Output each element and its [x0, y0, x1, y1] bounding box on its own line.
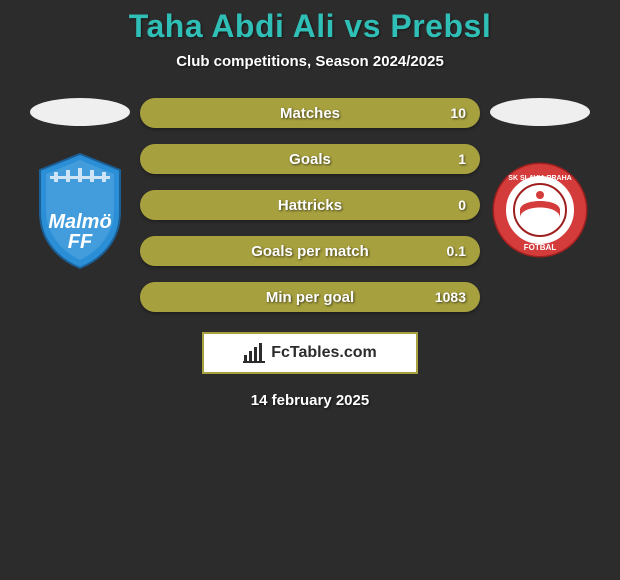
subtitle: Club competitions, Season 2024/2025	[176, 53, 444, 70]
player-oval-right	[490, 98, 590, 126]
stat-value-right: 0	[458, 197, 466, 213]
stat-value-right: 1	[458, 151, 466, 167]
svg-text:Malmö: Malmö	[48, 211, 111, 233]
right-column: SK SLAVIA PRAHA FOTBAL	[480, 98, 600, 270]
svg-text:SK SLAVIA PRAHA: SK SLAVIA PRAHA	[508, 175, 571, 182]
date-text: 14 february 2025	[251, 392, 369, 409]
comparison-card: Taha Abdi Ali vs Prebsl Club competition…	[0, 0, 620, 409]
stat-label: Min per goal	[140, 289, 480, 306]
svg-text:FOTBAL: FOTBAL	[524, 243, 557, 252]
stats-column: Matches 10 Goals 1 Hattricks 0 Goal	[140, 98, 480, 312]
stat-label: Goals	[140, 151, 480, 168]
stat-bar: Goals 1	[140, 144, 480, 174]
left-column: Malmö FF	[20, 98, 140, 270]
stat-label: Matches	[140, 105, 480, 122]
stat-bar: Min per goal 1083	[140, 282, 480, 312]
stat-value-right: 0.1	[447, 243, 466, 259]
club-badge-right: SK SLAVIA PRAHA FOTBAL	[490, 150, 590, 270]
stat-label: Goals per match	[140, 243, 480, 260]
brand-text: FcTables.com	[271, 344, 377, 362]
malmo-badge-icon: Malmö FF	[30, 150, 130, 270]
main-row: Malmö FF Matches 10 Goals 1	[0, 98, 620, 312]
stat-label: Hattricks	[140, 197, 480, 214]
stat-value-right: 10	[450, 105, 466, 121]
stat-bar: Hattricks 0	[140, 190, 480, 220]
page-title: Taha Abdi Ali vs Prebsl	[129, 8, 491, 45]
stat-bar: Goals per match 0.1	[140, 236, 480, 266]
club-badge-left: Malmö FF	[30, 150, 130, 270]
stat-bar: Matches 10	[140, 98, 480, 128]
player-oval-left	[30, 98, 130, 126]
svg-text:FF: FF	[68, 231, 93, 253]
slavia-badge-icon: SK SLAVIA PRAHA FOTBAL	[490, 160, 590, 260]
stat-value-right: 1083	[435, 289, 466, 305]
brand-card[interactable]: FcTables.com	[202, 332, 418, 374]
bar-chart-icon	[243, 343, 265, 363]
